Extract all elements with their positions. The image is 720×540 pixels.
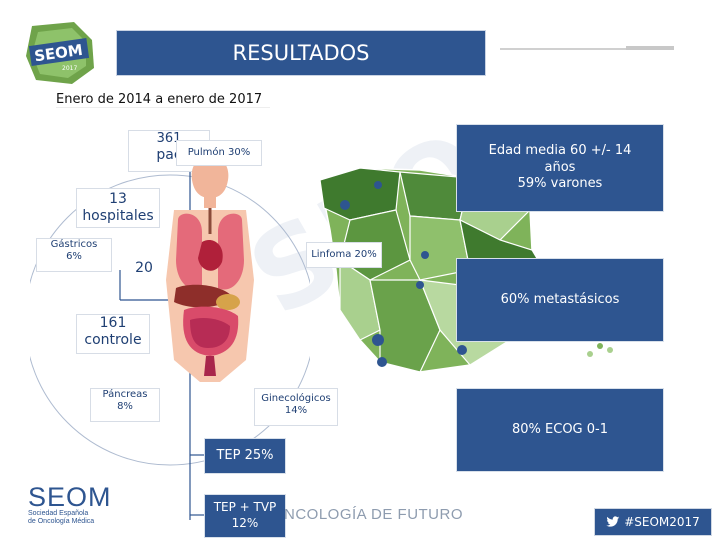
title-divider-accent	[626, 46, 674, 50]
page-title: RESULTADOS	[116, 30, 486, 76]
gastric-label: Gástricos 6%	[36, 238, 112, 272]
twitter-bird-icon	[606, 516, 620, 527]
date-range: Enero de 2014 a enero de 2017	[56, 92, 271, 108]
metastatic-box: 60% metastásicos	[456, 258, 664, 342]
slogan-text: NCOLOGÍA DE FUTURO	[284, 506, 464, 523]
patients-label: pac	[156, 146, 182, 163]
human-body-organs-icon	[166, 156, 254, 382]
gyneco-label: Ginecológicos 14%	[254, 388, 338, 426]
tep-tvp-box: TEP + TVP 12%	[204, 494, 286, 538]
seom-footer-logo: SEOM	[28, 482, 112, 512]
hospitals-node: 13 hospitales	[76, 188, 160, 228]
ecog-box: 80% ECOG 0-1	[456, 388, 664, 472]
tep-box: TEP 25%	[204, 438, 286, 474]
controls-node: 161 controle	[76, 314, 150, 354]
hashtag-badge: #SEOM2017	[594, 508, 712, 536]
logo-year: 2017	[62, 65, 77, 72]
seom-subtitle-line-2: de Oncología Médica	[28, 518, 95, 526]
seom-logo-icon: SEOM 2017	[26, 22, 94, 84]
pancreas-label: Páncreas 8%	[90, 388, 160, 422]
node-twenty: 20	[128, 260, 160, 286]
seom-subtitle-line-1: Sociedad Española	[28, 510, 89, 517]
patients-count: 361	[156, 131, 182, 146]
title-divider	[500, 48, 674, 50]
lymphoma-label: Linfoma 20%	[306, 242, 382, 268]
hashtag-text: #SEOM2017	[624, 515, 700, 529]
lung-label: Pulmón 30%	[176, 140, 262, 166]
age-stats-box: Edad media 60 +/- 14 años 59% varones	[456, 124, 664, 212]
seom-footer-subtitle: Sociedad Española de Oncología Médica	[28, 510, 94, 526]
